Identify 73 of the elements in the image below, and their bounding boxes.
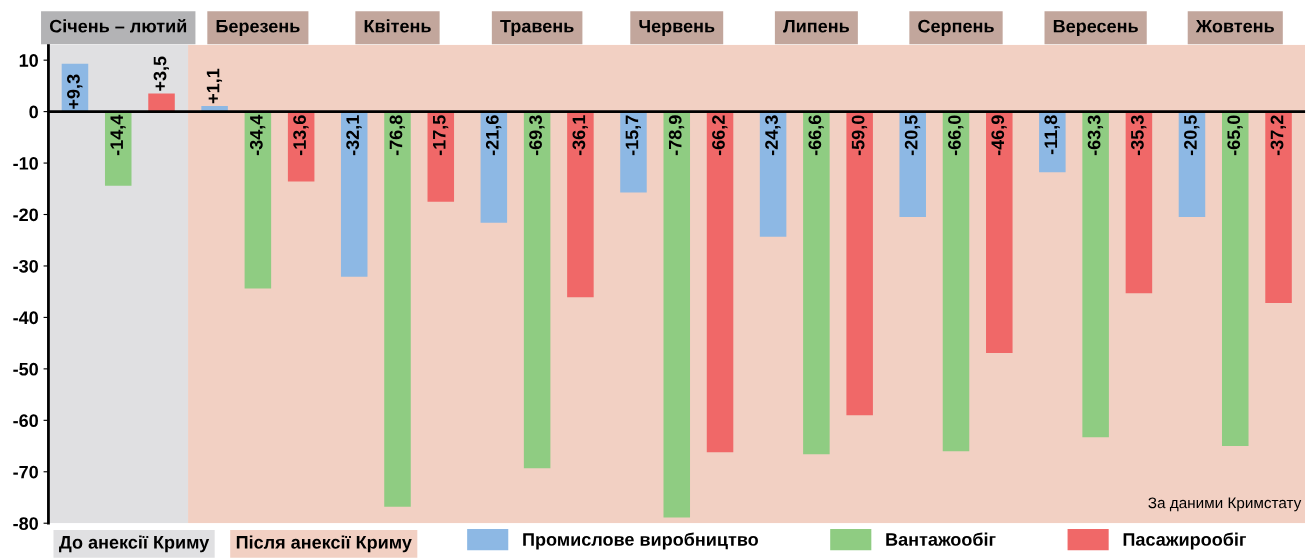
data-label: -34,4 [249, 114, 266, 156]
data-label: -11,8 [1044, 115, 1060, 155]
y-tick-label: -30 [13, 259, 38, 273]
x-tick-label: Травень [500, 19, 574, 37]
data-label: -76,8 [389, 115, 405, 156]
data-label: -20,5 [904, 115, 921, 156]
data-label: -14,4 [110, 114, 126, 156]
legend-label: Вантажообіг [886, 532, 996, 546]
bar [899, 111, 926, 218]
bar [480, 111, 508, 223]
data-label: -66,2 [712, 115, 728, 156]
data-label: -13,6 [293, 115, 309, 156]
annotation: За даними Кримстату [1148, 497, 1302, 512]
data-label: -66,0 [948, 115, 964, 156]
data-label: -32,1 [346, 115, 362, 156]
bar [384, 111, 411, 507]
y-tick-label: -20 [13, 208, 38, 222]
x-tick-label: Жовтень [1195, 19, 1274, 33]
data-label: -69,3 [529, 115, 545, 156]
y-tick-label: 0 [29, 105, 38, 119]
bar [104, 111, 132, 186]
band-label: До анексії Криму [59, 535, 210, 553]
x-tick-label: Березень [216, 19, 300, 37]
y-tick-label: 10 [19, 54, 38, 67]
bar [1082, 111, 1109, 438]
bar [706, 111, 734, 453]
data-label: -24,3 [765, 115, 781, 156]
bar [803, 111, 830, 455]
legend-label: Пасажирообіг [1123, 532, 1246, 550]
bar [523, 111, 551, 469]
bar [663, 111, 691, 518]
y-tick-label: -80 [13, 517, 38, 530]
data-label: -59,0 [851, 115, 868, 156]
data-label: +9,3 [67, 74, 83, 109]
x-tick-label: Вересень [1053, 19, 1138, 37]
data-label: -17,5 [433, 115, 449, 156]
bar [846, 111, 873, 416]
y-tick-label: -10 [13, 156, 38, 170]
data-label: -66,6 [808, 115, 824, 156]
bar [1125, 111, 1153, 294]
data-label: +3,5 [153, 56, 169, 91]
data-label: -20,5 [1184, 115, 1200, 156]
legend-label: Промислове виробництво [523, 532, 758, 550]
bar [942, 111, 970, 452]
data-label: -36,1 [572, 115, 588, 156]
x-tick-label: Серпень [918, 19, 994, 37]
x-tick-label: Червень [639, 19, 715, 37]
y-tick-label: -60 [13, 414, 38, 428]
bar [1265, 111, 1292, 304]
data-label: -78,9 [668, 115, 685, 156]
data-label: -15,7 [625, 115, 641, 156]
y-tick-label: -70 [13, 465, 38, 479]
data-label: -37,2 [1270, 115, 1287, 156]
data-label: -65,0 [1227, 115, 1243, 156]
bar [427, 111, 455, 202]
data-label: -46,9 [991, 115, 1007, 156]
bar [340, 111, 368, 277]
data-label: -21,6 [485, 115, 502, 156]
band-label: Після анексії Криму [236, 535, 412, 553]
data-label: +1,1 [206, 68, 223, 104]
x-tick-label: Квітень [364, 19, 431, 33]
data-label: -35,3 [1130, 115, 1147, 156]
y-tick-label: -40 [13, 311, 38, 325]
bar [620, 111, 647, 193]
bar [567, 111, 594, 298]
x-tick-label: Липень [783, 19, 849, 33]
bar [986, 111, 1013, 353]
data-label: -63,3 [1087, 115, 1104, 156]
y-tick-label: -50 [13, 362, 38, 376]
x-tick-label: Січень – лютий [49, 18, 187, 33]
bar [1222, 111, 1249, 447]
bar [759, 111, 787, 237]
bar [244, 111, 272, 289]
